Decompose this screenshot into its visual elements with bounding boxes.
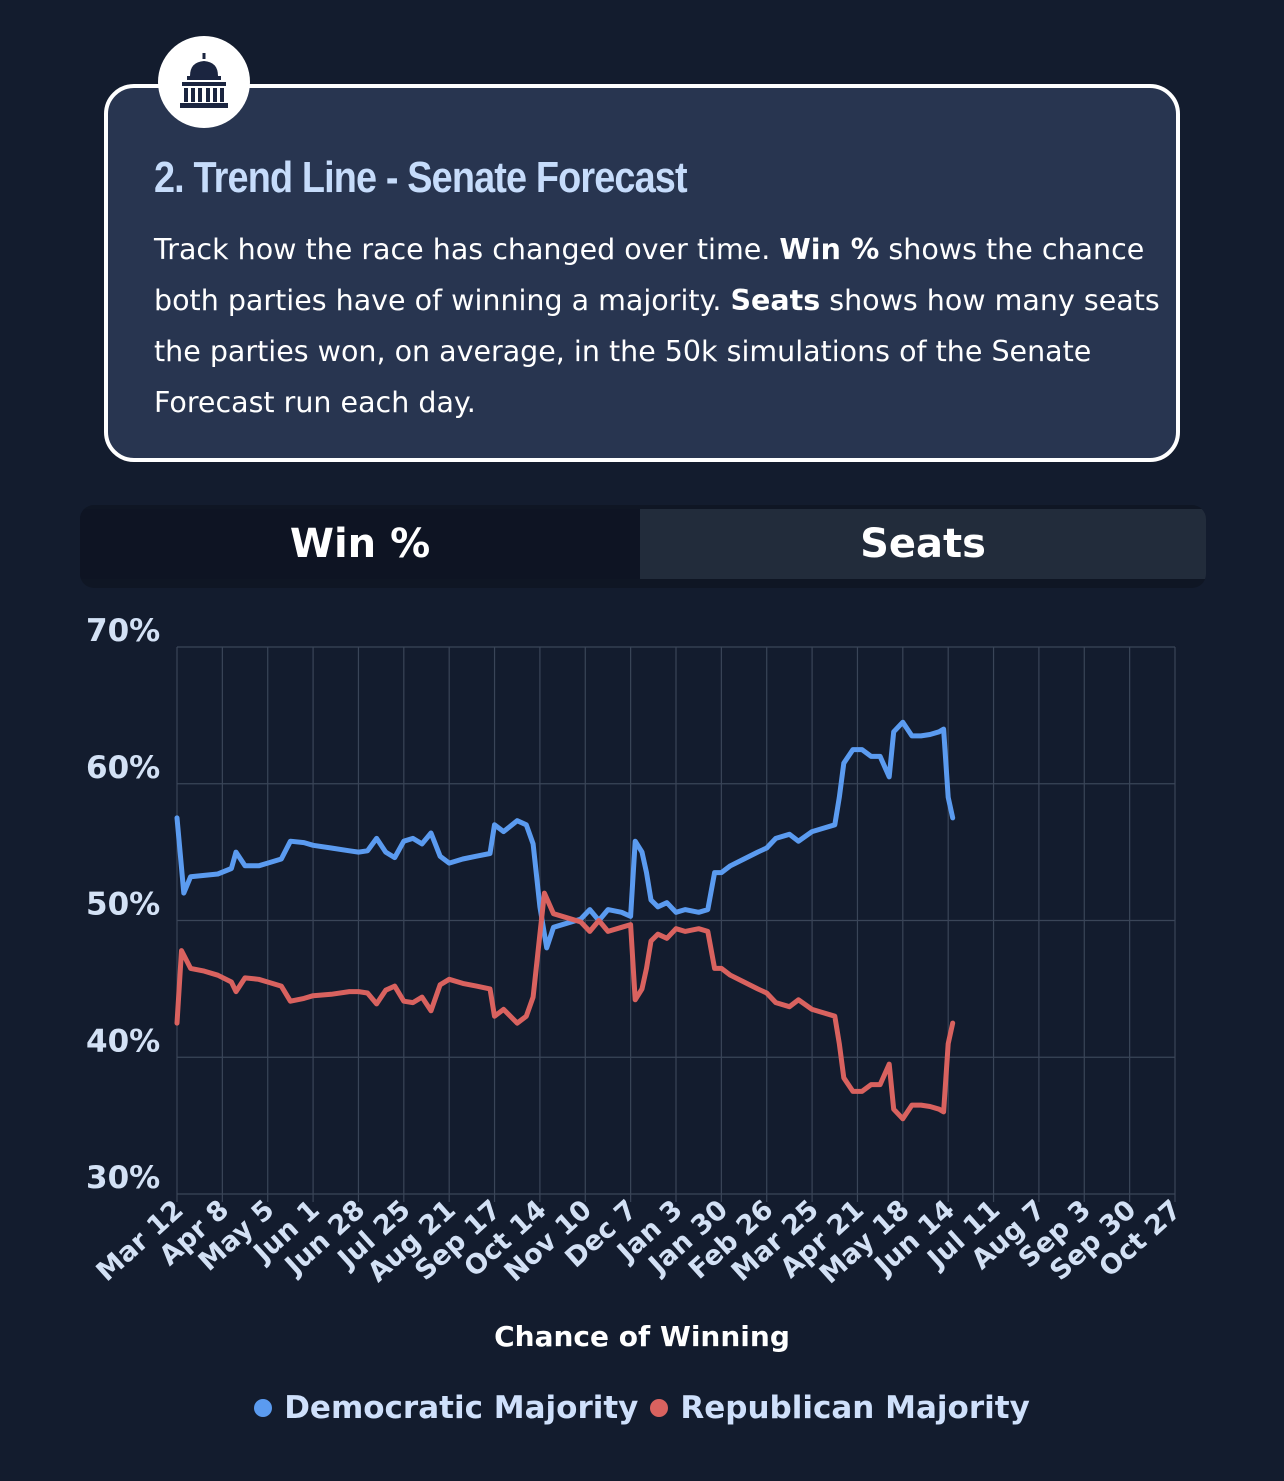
desc-text-3: shows how many seats the parties won, on… [154,284,1160,419]
tab-win-percent[interactable]: Win % [80,509,640,579]
desc-bold-win: Win % [779,233,880,266]
desc-text-1: Track how the race has changed over time… [154,233,780,266]
tab-seats[interactable]: Seats [640,509,1206,579]
republican-dot [650,1399,669,1417]
info-card: 2. Trend Line - Senate Forecast Track ho… [104,84,1180,462]
capitol-badge [158,36,250,128]
desc-text-2: shows the chance both parties have of wi… [154,233,1145,317]
chart-legend: Democratic Majority Republican Majority [0,1390,1284,1426]
republican-series-line [174,890,956,1122]
chart-grid [176,646,1176,1202]
democratic-dot [254,1399,273,1417]
chart-series [174,719,956,1122]
legend-item-democratic[interactable]: Democratic Majority [254,1390,638,1426]
y-tick-label: 50% [86,887,160,923]
tab-bar: Win % Seats [80,505,1206,588]
y-tick-label: 40% [86,1023,160,1059]
x-axis-title: Chance of Winning [494,1320,790,1353]
y-axis-ticks: 30% 40% 50% 60% 70% [86,613,160,1196]
card-title: 2. Trend Line - Senate Forecast [154,153,688,202]
capitol-building-icon [180,53,228,108]
desc-bold-seats: Seats [730,284,821,317]
card-description: Track how the race has changed over time… [154,224,1174,428]
legend-label-democratic: Democratic Majority [284,1390,639,1426]
y-tick-label: 60% [86,750,160,786]
y-tick-label: 70% [86,613,160,649]
legend-label-republican: Republican Majority [680,1390,1030,1426]
legend-item-republican[interactable]: Republican Majority [650,1390,1030,1426]
y-tick-label: 30% [86,1160,160,1196]
democratic-series-line [174,719,956,951]
